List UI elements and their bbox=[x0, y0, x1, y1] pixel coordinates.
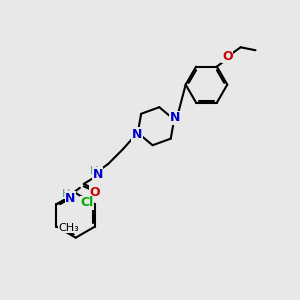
Text: H: H bbox=[62, 189, 70, 199]
Text: N: N bbox=[65, 192, 76, 205]
Text: O: O bbox=[89, 186, 100, 199]
Text: N: N bbox=[132, 128, 142, 141]
Text: O: O bbox=[222, 50, 232, 63]
Text: N: N bbox=[170, 111, 180, 124]
Text: N: N bbox=[92, 168, 103, 181]
Text: CH₃: CH₃ bbox=[58, 223, 79, 233]
Text: Cl: Cl bbox=[80, 196, 93, 209]
Text: H: H bbox=[90, 166, 98, 176]
